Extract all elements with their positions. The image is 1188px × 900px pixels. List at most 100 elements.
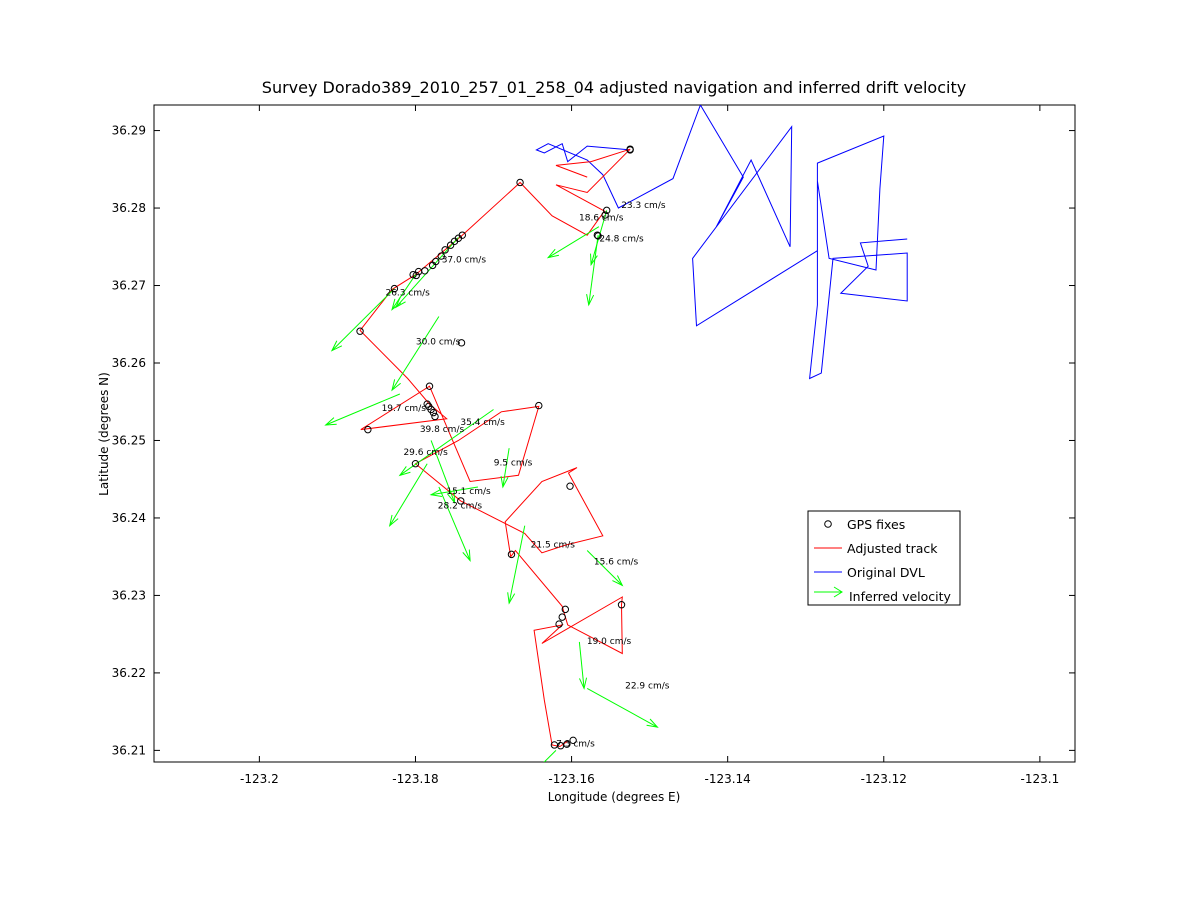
gps-fix-marker xyxy=(412,271,420,280)
velocity-arrow-shaft xyxy=(391,274,416,310)
velocity-arrow-head xyxy=(391,379,401,392)
axis-ticks: -123.2 -123.18 -123.16 -123.14 -123.12 -123.1… xyxy=(112,105,1075,786)
velocity-arrow-head xyxy=(388,514,399,528)
gps-fixes-series xyxy=(356,145,634,750)
velocity-label: 22.9 cm/s xyxy=(625,681,670,691)
velocity-arrow-shaft xyxy=(331,288,395,351)
velocity-arrow xyxy=(324,393,401,426)
velocity-label: 7.3 cm/s xyxy=(556,740,595,750)
velocity-label: 35.4 cm/s xyxy=(460,418,505,428)
legend-gps-label: GPS fixes xyxy=(847,517,905,532)
velocity-arrow-shaft xyxy=(588,235,599,305)
inferred-velocity-series xyxy=(324,210,659,762)
gps-fix-marker xyxy=(602,206,611,215)
gps-fix-marker xyxy=(601,211,609,219)
velocity-arrow xyxy=(586,235,599,307)
velocity-label: 15.6 cm/s xyxy=(594,557,639,567)
gps-fix-marker xyxy=(457,497,465,505)
legend-box xyxy=(807,510,961,606)
velocity-label: 29.6 cm/s xyxy=(403,448,448,458)
velocity-arrow-shaft xyxy=(578,641,585,689)
gps-fix-marker xyxy=(507,550,516,559)
gps-fix-marker xyxy=(457,339,466,347)
chart-title: Survey Dorado389_2010_257_01_258_04 adju… xyxy=(262,78,966,98)
velocity-arrow xyxy=(507,525,526,605)
legend-gps-marker xyxy=(824,520,832,528)
velocity-arrow-shaft xyxy=(325,393,401,426)
velocity-arrow xyxy=(586,687,659,728)
velocity-arrow-shaft xyxy=(547,226,600,259)
gps-fix-marker xyxy=(437,252,445,260)
x-tick-label: -123.2 xyxy=(240,772,279,786)
velocity-arrow-shaft xyxy=(399,409,494,476)
gps-fix-marker xyxy=(446,241,455,249)
velocity-arrow xyxy=(543,750,557,762)
velocity-arrow-head xyxy=(507,592,516,605)
velocity-label: 9.5 cm/s xyxy=(494,458,533,468)
gps-fix-marker xyxy=(450,237,459,246)
y-tick-label: 36.25 xyxy=(112,433,146,447)
velocity-label: 19.7 cm/s xyxy=(382,404,427,414)
gps-fix-marker xyxy=(414,267,423,276)
y-tick-label: 36.29 xyxy=(112,124,146,138)
original-dvl-series xyxy=(535,105,908,380)
velocity-arrow-shaft xyxy=(502,448,510,488)
legend: GPS fixes Adjusted track Original DVL In… xyxy=(807,510,961,606)
velocity-arrow-shaft xyxy=(438,486,471,561)
gps-fix-marker xyxy=(431,412,439,421)
velocity-arrow-shaft xyxy=(430,486,478,496)
velocity-arrow-head xyxy=(398,466,411,477)
y-tick-label: 36.28 xyxy=(112,201,146,215)
velocity-arrow xyxy=(438,486,471,562)
velocity-arrow-head xyxy=(429,489,443,498)
gps-fix-marker xyxy=(550,741,559,749)
legend-velocity-arrowhead xyxy=(833,586,843,598)
gps-fix-marker xyxy=(364,425,372,434)
velocity-arrow xyxy=(330,288,395,352)
x-axis-label: Longitude (degrees E) xyxy=(548,790,681,804)
velocity-label: 39.8 cm/s xyxy=(420,425,465,435)
y-tick-label: 36.22 xyxy=(112,666,146,680)
gps-fix-marker xyxy=(356,327,364,335)
gps-fix-marker xyxy=(626,145,634,153)
velocity-arrow-shaft xyxy=(543,750,557,762)
velocity-arrow-shaft xyxy=(590,210,608,265)
velocity-arrow-head xyxy=(586,294,595,307)
gps-fix-marker xyxy=(425,382,434,390)
gps-fix-marker xyxy=(594,232,602,240)
velocity-label: 15.1 cm/s xyxy=(446,487,491,497)
velocity-arrow-head xyxy=(391,298,402,311)
gps-fix-marker xyxy=(516,178,524,187)
y-axis-label: Latitude (degrees N) xyxy=(97,372,111,496)
velocity-arrow xyxy=(430,440,456,504)
velocity-arrow xyxy=(398,409,494,477)
gps-fix-marker xyxy=(441,246,449,254)
x-tick-label: -123.14 xyxy=(705,772,751,786)
velocity-label: 24.8 cm/s xyxy=(599,234,644,244)
velocity-arrow-head xyxy=(330,340,343,352)
velocity-arrow-shaft xyxy=(586,687,658,728)
gps-fix-marker xyxy=(593,231,602,239)
velocity-label: 21.5 cm/s xyxy=(531,540,576,550)
legend-dvl-label: Original DVL xyxy=(847,565,925,580)
velocity-labels: 18.6 cm/s 23.3 cm/s 24.8 cm/s 37.0 cm/s 26.3… xyxy=(382,201,670,749)
gps-fix-marker xyxy=(617,601,626,609)
velocity-label: 23.3 cm/s xyxy=(621,201,666,211)
gps-fix-marker xyxy=(561,605,570,614)
velocity-arrow-head xyxy=(612,575,624,587)
plot-content xyxy=(324,105,908,762)
velocity-arrow-head xyxy=(500,476,509,489)
velocity-arrow xyxy=(500,448,510,489)
velocity-arrow-head xyxy=(646,718,659,728)
velocity-arrow-shaft xyxy=(430,440,455,503)
velocity-arrow-shaft xyxy=(389,463,428,526)
velocity-arrow-head xyxy=(462,549,471,562)
velocity-arrow xyxy=(391,316,440,392)
velocity-arrow-head xyxy=(546,248,560,259)
velocity-arrow xyxy=(388,463,428,528)
gps-fix-marker xyxy=(390,284,399,293)
y-tick-label: 36.27 xyxy=(112,279,146,293)
y-tick-label: 36.26 xyxy=(112,356,146,370)
velocity-arrow-shaft xyxy=(391,316,440,391)
